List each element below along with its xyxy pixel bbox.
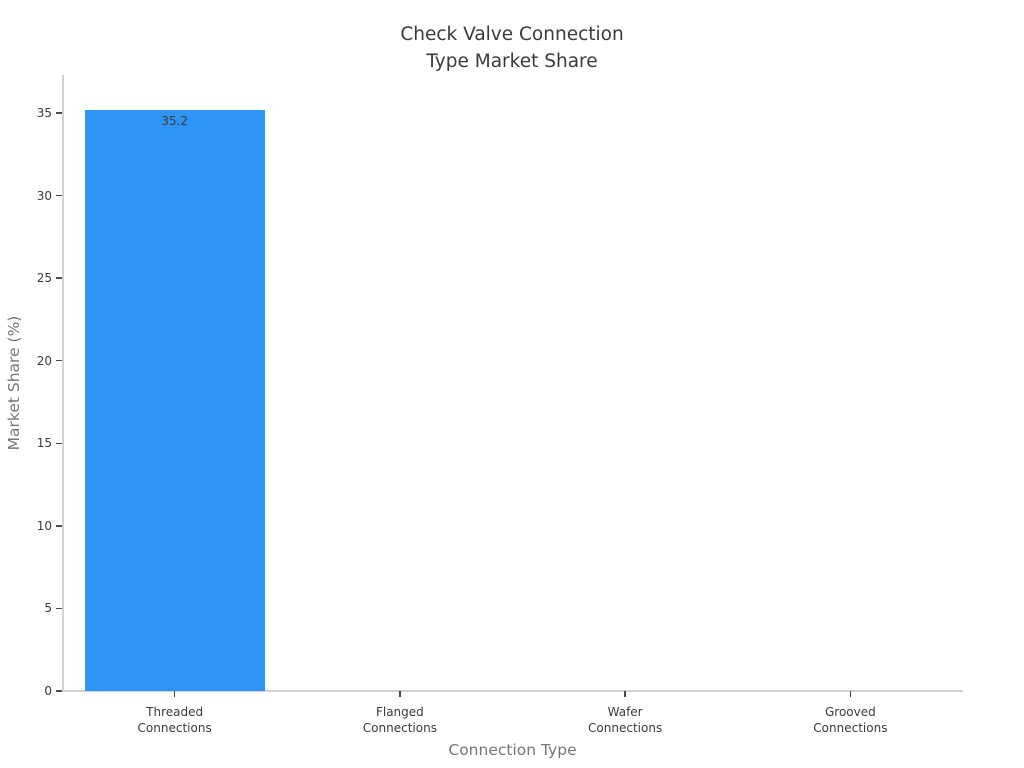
y-tick-label: 35	[36, 105, 52, 120]
x-tick-label: Threaded Connections	[137, 705, 212, 735]
plot-area: 0 5 10 15 20 25 30 35 Threaded Connections Flang…	[37, 75, 963, 735]
chart-title: Check Valve Connection Type Market Share	[400, 24, 624, 72]
x-tick-mark	[399, 691, 401, 697]
x-axis-line	[62, 690, 963, 692]
y-tick-label: 30	[36, 188, 52, 203]
y-axis-title: Market Share (%)	[5, 315, 23, 451]
x-tick-mark	[624, 691, 626, 697]
x-tick-mark	[849, 691, 852, 697]
x-tick-label: Flanged Connections	[362, 705, 437, 735]
y-tick-mark	[56, 607, 62, 610]
bar-value-label: 35.2	[161, 113, 188, 128]
y-tick-mark	[56, 442, 62, 445]
y-tick-label: 25	[36, 271, 52, 286]
y-tick-label: 0	[44, 684, 52, 698]
y-tick-label: 10	[36, 518, 52, 533]
x-axis-title: Connection Type	[448, 741, 577, 759]
y-tick-label: 5	[44, 601, 52, 616]
x-tick-label: Grooved Connections	[813, 705, 888, 735]
y-tick-label: 20	[36, 353, 52, 368]
y-tick-mark	[56, 112, 62, 114]
y-tick-mark	[56, 525, 62, 527]
y-tick-mark	[56, 194, 62, 197]
x-tick-mark	[173, 691, 176, 697]
y-axis-line	[62, 75, 64, 691]
y-tick-label: 15	[36, 436, 52, 451]
y-tick-mark	[56, 359, 62, 362]
bar	[84, 109, 265, 691]
x-tick-label: Wafer Connections	[588, 705, 663, 735]
y-tick-mark	[56, 277, 62, 279]
y-tick-mark	[56, 690, 62, 692]
